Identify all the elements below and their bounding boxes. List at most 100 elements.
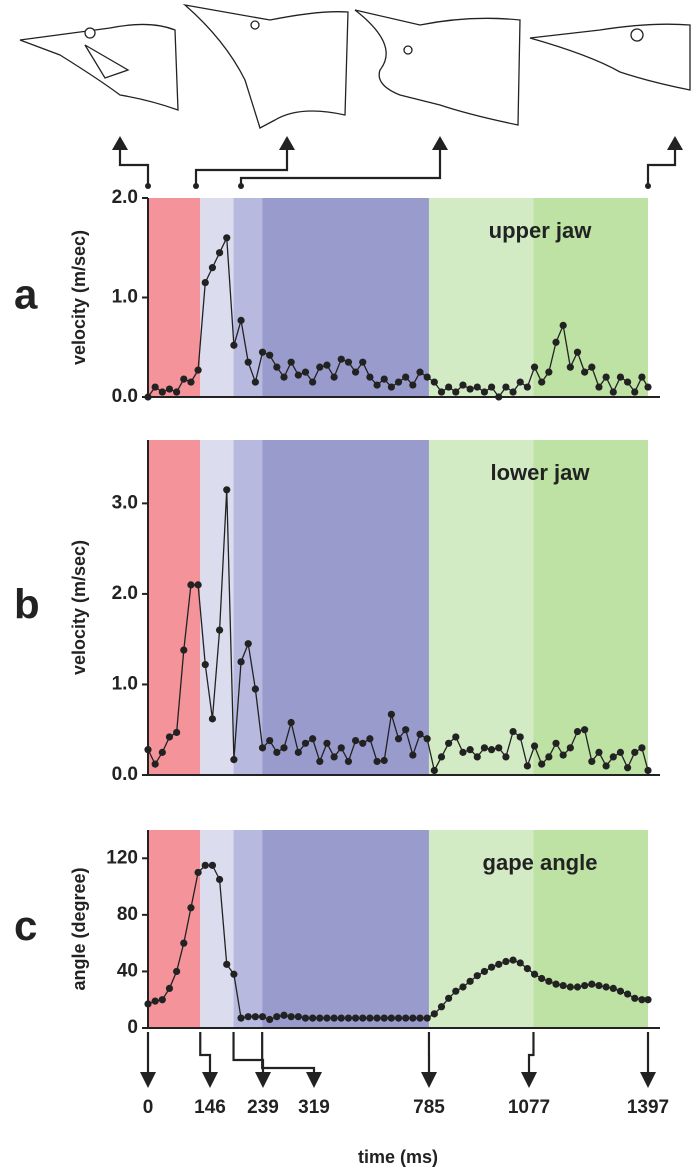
- data-point: [545, 753, 553, 761]
- y-tick-label: 2.0: [112, 583, 138, 604]
- data-point: [344, 1014, 353, 1022]
- data-point: [215, 249, 224, 257]
- data-point: [151, 383, 159, 391]
- data-point: [644, 383, 652, 391]
- data-point: [301, 739, 310, 747]
- data-point: [623, 378, 632, 386]
- data-point: [459, 748, 467, 756]
- shark-eye: [84, 27, 96, 39]
- data-point: [402, 726, 410, 734]
- data-point: [430, 378, 438, 386]
- data-point: [294, 371, 302, 379]
- data-point: [173, 728, 181, 737]
- data-point: [409, 1014, 417, 1022]
- data-point: [208, 715, 217, 723]
- data-point: [251, 1013, 259, 1021]
- data-point: [545, 977, 553, 985]
- data-point: [473, 383, 481, 391]
- data-point: [180, 646, 188, 654]
- phase-band: [233, 830, 263, 1028]
- data-point: [294, 748, 302, 756]
- data-point: [144, 1000, 152, 1008]
- data-point: [194, 366, 202, 374]
- x-tick-label: 239: [247, 1097, 279, 1118]
- data-point: [344, 757, 353, 766]
- y-tick-label: 40: [117, 960, 138, 981]
- data-point: [366, 1014, 374, 1022]
- data-point: [266, 1015, 274, 1024]
- arrowhead: [640, 1072, 656, 1088]
- data-point: [609, 388, 617, 396]
- data-point: [616, 748, 625, 756]
- data-point: [480, 744, 489, 752]
- data-point: [151, 997, 159, 1005]
- data-point: [258, 1013, 267, 1021]
- dot: [238, 183, 244, 189]
- data-point: [144, 746, 152, 754]
- data-point: [273, 1013, 281, 1021]
- data-point: [423, 373, 431, 381]
- data-point: [523, 965, 531, 973]
- y-tick-label: 3.0: [112, 492, 138, 513]
- data-point: [380, 1014, 388, 1022]
- data-point: [244, 358, 252, 366]
- data-point: [573, 983, 582, 991]
- data-point: [538, 760, 546, 768]
- data-point: [566, 983, 574, 991]
- data-point: [416, 1014, 424, 1022]
- data-point: [638, 744, 646, 752]
- data-point: [280, 373, 288, 381]
- data-point: [495, 744, 503, 752]
- data-point: [316, 363, 324, 371]
- panel: 0.0 1.0 2.0 velocity (m/sec) a upper jaw: [14, 187, 660, 407]
- data-point: [351, 736, 360, 745]
- arrowhead: [421, 1072, 437, 1088]
- data-point: [552, 980, 560, 988]
- data-point: [208, 861, 217, 869]
- data-point: [530, 970, 539, 978]
- data-point: [638, 373, 646, 381]
- phase-band: [428, 830, 534, 1028]
- data-point: [581, 981, 589, 990]
- x-tick-label: 0: [143, 1097, 154, 1118]
- panel-letter: b: [14, 581, 40, 628]
- data-point: [566, 363, 574, 371]
- x-tick-label: 319: [298, 1097, 330, 1118]
- data-point: [437, 1003, 446, 1011]
- shark-eye: [403, 45, 413, 55]
- data-point: [344, 358, 353, 366]
- panel-letter: c: [14, 902, 37, 949]
- data-point: [273, 363, 281, 371]
- data-point: [588, 363, 596, 371]
- data-point: [445, 994, 453, 1002]
- data-point: [409, 381, 417, 389]
- data-point: [158, 748, 166, 756]
- data-point: [373, 1014, 381, 1022]
- data-point: [330, 1014, 338, 1022]
- y-tick-label: 0: [127, 1017, 138, 1038]
- data-point: [609, 753, 617, 761]
- data-point: [244, 640, 252, 648]
- data-point: [509, 388, 517, 396]
- data-point: [602, 983, 610, 991]
- phase-band: [428, 198, 534, 397]
- data-point: [573, 348, 582, 356]
- x-tick-label: 1397: [627, 1097, 669, 1118]
- data-point: [194, 581, 202, 589]
- data-point: [466, 977, 474, 985]
- shark-2: [182, 3, 349, 129]
- data-point: [487, 383, 496, 391]
- data-point: [516, 733, 524, 741]
- data-point: [631, 994, 639, 1002]
- data-point: [323, 739, 331, 747]
- data-point: [394, 1014, 403, 1022]
- data-point: [495, 960, 503, 968]
- data-point: [602, 373, 610, 381]
- data-point: [373, 381, 381, 389]
- data-point: [187, 581, 195, 589]
- y-tick-label: 1.0: [112, 287, 138, 308]
- data-point: [616, 373, 625, 381]
- data-point: [387, 1014, 395, 1022]
- data-point: [194, 868, 202, 877]
- data-point: [309, 1014, 317, 1022]
